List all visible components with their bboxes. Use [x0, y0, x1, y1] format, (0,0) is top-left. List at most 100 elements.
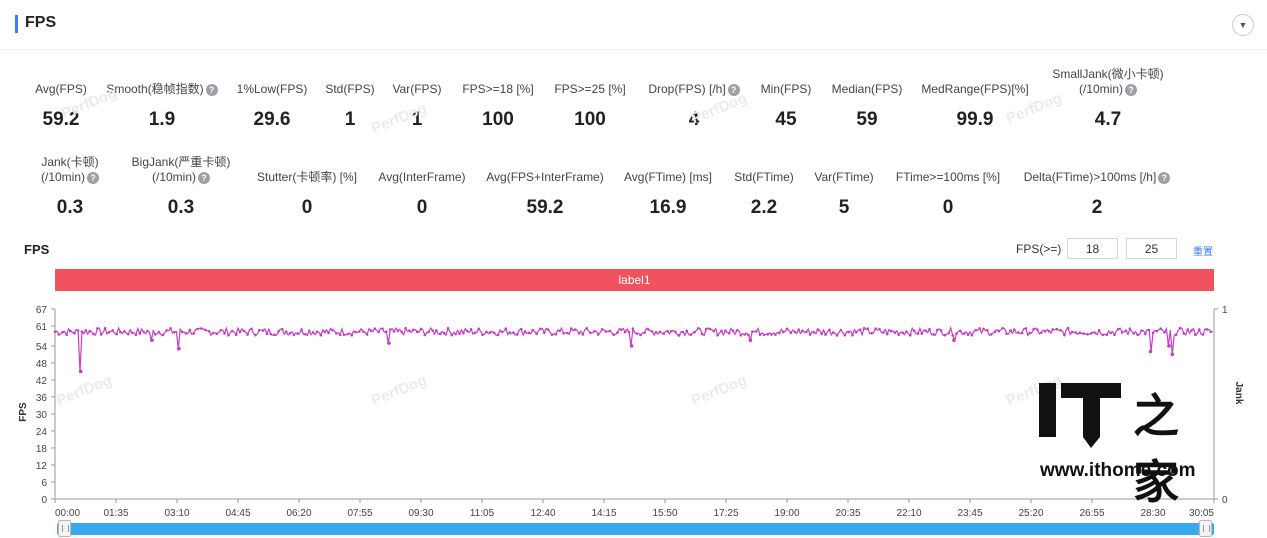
fps-threshold-input-2[interactable]: [1126, 238, 1177, 259]
help-icon[interactable]: ?: [87, 171, 99, 184]
metric-label: MedRange(FPS)[%]: [895, 82, 1055, 97]
metric-value: 59: [856, 109, 878, 130]
fps-data-point: [1093, 331, 1097, 335]
fps-data-point: [130, 331, 134, 335]
time-range-slider[interactable]: [57, 523, 1214, 535]
metric-value: 0.3: [56, 197, 84, 218]
fps-data-point: [404, 326, 407, 330]
fps-data-point: [650, 330, 654, 333]
fps-data-point: [53, 330, 57, 334]
fps-data-point: [812, 331, 816, 334]
collapse-icon[interactable]: ▼: [1232, 14, 1254, 36]
fps-data-point: [134, 333, 138, 337]
fps-data-point: [858, 328, 862, 332]
fps-data-point: [1136, 333, 1139, 337]
fps-dip-point: [78, 369, 83, 374]
fps-data-point: [207, 330, 211, 333]
fps-data-point: [1105, 333, 1109, 337]
fps-data-point: [300, 328, 303, 331]
fps-data-point: [616, 331, 619, 334]
metric-card: Var(FPS) 1: [337, 82, 497, 130]
reset-link[interactable]: 重置: [1193, 247, 1213, 258]
metric-value: 4.7: [1094, 109, 1122, 130]
fps-data-point: [893, 331, 897, 335]
help-icon[interactable]: ?: [198, 171, 210, 184]
slider-handle-right[interactable]: [1199, 520, 1212, 537]
fps-threshold-input-1[interactable]: [1067, 238, 1118, 259]
fps-data-point: [635, 332, 638, 335]
slider-handle-left[interactable]: [58, 520, 71, 537]
fps-data-point: [350, 333, 354, 337]
fps-data-point: [766, 333, 769, 336]
fps-data-point: [962, 332, 966, 335]
fps-data-point: [1009, 329, 1012, 332]
fps-data-point: [593, 330, 596, 333]
fps-data-point: [993, 330, 997, 333]
fps-data-point: [223, 332, 226, 335]
help-icon[interactable]: ?: [727, 83, 740, 96]
fps-data-point: [230, 329, 234, 333]
fps-data-point: [107, 331, 111, 334]
metric-label: Jank(卡顿) (/10min)?: [0, 155, 150, 185]
fps-data-point: [724, 329, 727, 333]
fps-data-point: [304, 332, 307, 336]
x-tick-label: 26:55: [1079, 508, 1104, 519]
fps-data-point: [539, 327, 542, 331]
metric-label: Drop(FPS) [/h]?: [614, 82, 774, 97]
fps-data-point: [412, 328, 415, 332]
metric-card: SmallJank(微小卡顿) (/10min)? 4.7: [1028, 67, 1188, 130]
metric-value: 29.6: [253, 109, 291, 130]
fps-data-point: [400, 330, 404, 334]
fps-data-point: [257, 328, 261, 332]
fps-data-point: [936, 328, 939, 332]
fps-data-point: [492, 331, 496, 335]
metric-card: Stutter(卡顿率) [%] 0: [227, 170, 387, 218]
fps-data-point: [947, 331, 951, 335]
metric-value: 2.2: [750, 197, 778, 218]
fps-data-point: [685, 329, 689, 333]
fps-data-point: [920, 332, 924, 335]
y-tick-label: 18: [36, 444, 48, 455]
metric-card: Var(FTime) 5: [764, 170, 924, 218]
help-icon[interactable]: ?: [205, 83, 218, 96]
metric-value: 1: [344, 109, 356, 130]
x-tick-label: 30:05: [1189, 508, 1214, 519]
fps-data-point: [974, 328, 978, 332]
fps-data-point: [115, 332, 118, 336]
metric-label-text: Var(FPS): [392, 82, 442, 96]
metric-label: Std(FTime): [684, 170, 844, 185]
fps-dip-point: [1167, 344, 1171, 348]
fps-data-point: [334, 332, 338, 335]
help-icon[interactable]: ?: [1158, 171, 1171, 184]
metric-label-text: 1%Low(FPS): [236, 82, 308, 96]
y2-tick-label: 0: [1222, 495, 1228, 506]
fps-data-point: [847, 330, 850, 334]
fps-data-point: [1005, 332, 1008, 336]
metric-label-text: Avg(InterFrame): [378, 170, 466, 184]
fps-data-point: [477, 327, 481, 331]
fps-data-point: [955, 332, 958, 336]
label-bar[interactable]: label1: [55, 269, 1214, 291]
fps-data-point: [570, 327, 573, 330]
metric-label-text: FPS>=25 [%]: [554, 82, 626, 96]
fps-data-point: [153, 333, 157, 336]
fps-data-point: [727, 331, 731, 335]
fps-data-point: [516, 333, 519, 336]
fps-data-point: [408, 329, 411, 332]
fps-data-point: [1178, 326, 1182, 330]
help-icon[interactable]: ?: [1125, 83, 1137, 96]
fps-data-point: [666, 329, 669, 333]
fps-data-point: [1120, 331, 1124, 334]
fps-data-point: [65, 333, 68, 337]
metric-label: SmallJank(微小卡顿) (/10min)?: [1028, 67, 1188, 97]
fps-data-point: [281, 327, 284, 331]
fps-data-point: [751, 330, 754, 334]
fps-data-point: [627, 330, 631, 334]
fps-data-point: [361, 330, 365, 333]
fps-data-point: [770, 333, 773, 336]
fps-data-point: [327, 331, 330, 335]
fps-data-point: [585, 327, 588, 330]
fps-data-point: [747, 333, 750, 337]
fps-data-point: [1090, 332, 1093, 335]
